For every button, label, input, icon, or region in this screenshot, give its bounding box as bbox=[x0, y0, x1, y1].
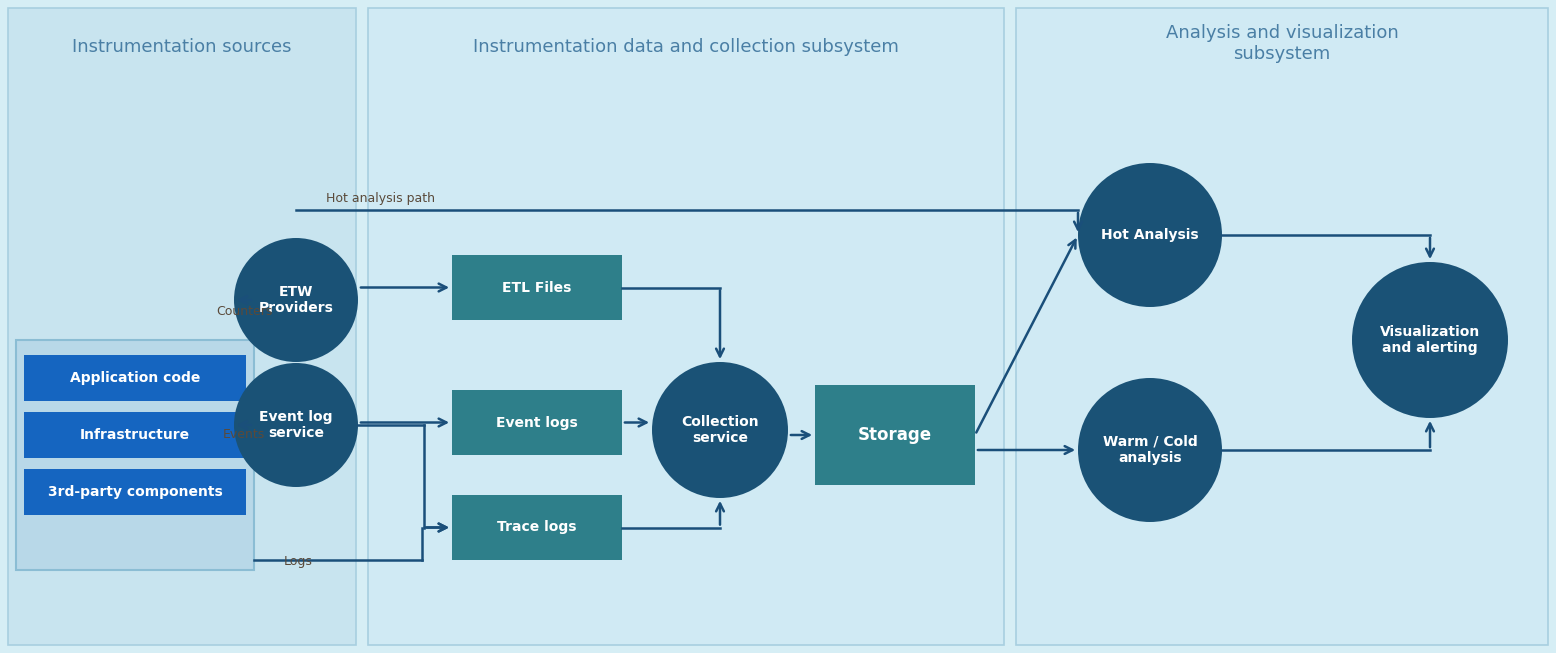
Text: Instrumentation sources: Instrumentation sources bbox=[72, 38, 293, 56]
Text: Analysis and visualization
subsystem: Analysis and visualization subsystem bbox=[1165, 24, 1399, 63]
FancyBboxPatch shape bbox=[16, 340, 254, 570]
Ellipse shape bbox=[1078, 378, 1221, 522]
FancyBboxPatch shape bbox=[451, 495, 622, 560]
Ellipse shape bbox=[1352, 262, 1508, 418]
Text: Event logs: Event logs bbox=[496, 415, 577, 430]
Text: ETW
Providers: ETW Providers bbox=[258, 285, 333, 315]
Text: Collection
service: Collection service bbox=[682, 415, 759, 445]
FancyBboxPatch shape bbox=[23, 355, 246, 401]
FancyBboxPatch shape bbox=[451, 255, 622, 320]
Text: Logs: Logs bbox=[285, 555, 313, 568]
FancyBboxPatch shape bbox=[23, 412, 246, 458]
Ellipse shape bbox=[233, 238, 358, 362]
FancyBboxPatch shape bbox=[369, 8, 1004, 645]
Text: Instrumentation data and collection subsystem: Instrumentation data and collection subs… bbox=[473, 38, 899, 56]
Ellipse shape bbox=[233, 363, 358, 487]
Text: Visualization
and alerting: Visualization and alerting bbox=[1380, 325, 1480, 355]
Text: Warm / Cold
analysis: Warm / Cold analysis bbox=[1103, 435, 1198, 465]
FancyBboxPatch shape bbox=[23, 469, 246, 515]
Text: 3rd-party components: 3rd-party components bbox=[48, 485, 223, 499]
FancyBboxPatch shape bbox=[451, 390, 622, 455]
Text: Storage: Storage bbox=[857, 426, 932, 444]
Text: Application code: Application code bbox=[70, 371, 201, 385]
FancyBboxPatch shape bbox=[1016, 8, 1548, 645]
Ellipse shape bbox=[652, 362, 787, 498]
Text: Event log
service: Event log service bbox=[260, 410, 333, 440]
Text: Events: Events bbox=[223, 428, 265, 441]
Text: ETL Files: ETL Files bbox=[503, 281, 571, 295]
Text: Hot analysis path: Hot analysis path bbox=[327, 192, 436, 205]
Text: Hot Analysis: Hot Analysis bbox=[1102, 228, 1198, 242]
FancyBboxPatch shape bbox=[8, 8, 356, 645]
Text: Counters: Counters bbox=[216, 305, 272, 318]
Text: Infrastructure: Infrastructure bbox=[79, 428, 190, 442]
Ellipse shape bbox=[1078, 163, 1221, 307]
FancyBboxPatch shape bbox=[815, 385, 976, 485]
Text: Trace logs: Trace logs bbox=[498, 520, 577, 535]
